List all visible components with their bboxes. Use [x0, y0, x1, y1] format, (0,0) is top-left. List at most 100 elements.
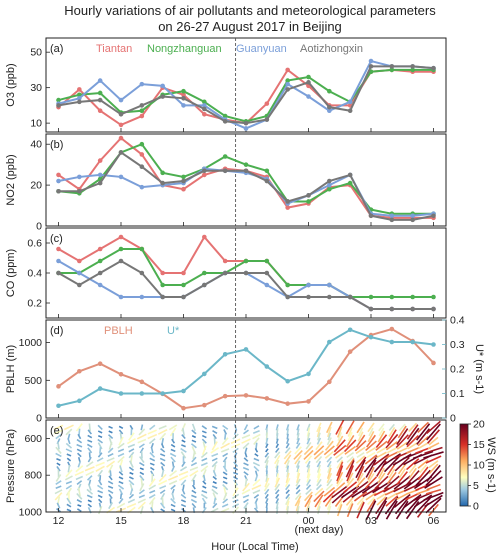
data-point [139, 81, 145, 87]
wind-arrow [275, 447, 280, 453]
chart-title-line2: on 26-27 August 2017 in Beijing [158, 19, 342, 34]
data-point [118, 371, 124, 377]
wind-arrow [372, 480, 391, 494]
data-point [389, 217, 395, 223]
wind-arrow [95, 465, 105, 472]
data-point [202, 103, 207, 108]
wind-arrow [264, 488, 270, 495]
wind-arrow [316, 426, 322, 438]
wind-arrow [117, 442, 125, 449]
y-tick-label: 0.4 [27, 268, 42, 280]
wind-arrow [211, 457, 218, 462]
wind-arrow [212, 469, 217, 477]
wind-arrow [160, 443, 165, 449]
data-point [160, 180, 165, 186]
data-point [181, 103, 186, 108]
wind-arrow [139, 471, 145, 476]
wind-arrow [322, 490, 336, 503]
wind-arrow [76, 443, 83, 448]
series-line-aotizhongxin [58, 259, 434, 310]
y-axis-label: O3 (ppb) [5, 63, 17, 106]
wind-arrow [64, 475, 73, 481]
wind-arrow [396, 471, 408, 485]
wind-arrow [87, 499, 92, 503]
wind-arrow [160, 453, 166, 457]
wind-arrow [254, 453, 259, 457]
x-axis-sublabel: (next day) [295, 524, 344, 536]
series-line-guanyuan [58, 167, 434, 217]
wind-arrow [285, 443, 290, 449]
wind-arrow [55, 474, 62, 482]
data-point [118, 258, 124, 264]
data-point [243, 120, 249, 126]
wind-arrow [190, 498, 197, 504]
wind-arrow [334, 482, 346, 493]
wind-arrow [294, 446, 302, 455]
wind-arrow [353, 491, 368, 502]
data-point [264, 178, 270, 184]
y-tick-label: 1000 [19, 507, 43, 519]
wind-arrow [364, 476, 378, 489]
panel-label: (b) [50, 139, 63, 151]
wind-arrow [376, 447, 387, 454]
data-point [77, 92, 82, 98]
wind-arrow [426, 464, 441, 482]
wind-arrow [118, 498, 124, 504]
wind-arrow [382, 453, 402, 467]
wind-arrow [265, 448, 269, 453]
wind-arrow [423, 451, 444, 459]
legend-entry-nongzhanguan: Nongzhanguan [147, 43, 222, 55]
wind-arrow [356, 451, 365, 458]
data-point [118, 246, 124, 252]
wind-arrow [393, 475, 411, 490]
wind-arrow [331, 485, 349, 499]
wind-arrow [160, 502, 166, 509]
wind-arrow [336, 456, 343, 463]
wind-arrow [147, 429, 157, 435]
wind-arrow [388, 468, 396, 479]
wind-arrow [106, 457, 115, 462]
data-point [431, 65, 436, 71]
data-point [327, 379, 332, 385]
wind-arrow [107, 464, 114, 474]
wind-arrow [233, 461, 239, 467]
wind-arrow [343, 439, 357, 453]
wind-arrow [304, 494, 313, 508]
wind-arrow [275, 459, 280, 469]
data-point [306, 199, 311, 204]
x-axis: (next day) Hour (Local Time) [211, 524, 343, 553]
wind-arrow [151, 473, 154, 483]
y-axis-label: NO2 (ppb) [5, 154, 17, 205]
wind-arrow [396, 441, 408, 450]
wind-arrow [327, 464, 332, 474]
wind-arrow [148, 438, 156, 445]
wind-arrow [285, 496, 291, 506]
wind-arrow [139, 506, 144, 515]
wind-arrow [406, 424, 419, 440]
wind-arrow [294, 495, 302, 507]
wind-arrow [355, 446, 366, 455]
data-point [77, 87, 82, 92]
data-point [368, 306, 374, 312]
wind-arrow [284, 447, 291, 454]
wind-arrow [252, 429, 260, 434]
wind-arrow [373, 453, 390, 466]
wind-arrow [253, 465, 260, 472]
wind-arrow [356, 465, 365, 481]
wind-arrow [355, 455, 366, 464]
data-point [77, 270, 82, 276]
wind-arrow [316, 460, 322, 468]
wind-arrow [108, 430, 113, 434]
wind-arrow [345, 434, 355, 448]
wind-arrow [201, 489, 208, 494]
wind-arrow [128, 451, 135, 459]
data-point [327, 104, 332, 110]
wind-arrow [283, 450, 292, 460]
wind-arrow [398, 423, 406, 432]
x-tick-label: 21 [240, 515, 252, 527]
wind-arrow [202, 485, 207, 489]
y-right-tick-label: 0 [450, 413, 456, 425]
wind-arrow [274, 489, 280, 495]
wind-arrow [274, 483, 281, 491]
wind-arrow [136, 433, 147, 440]
